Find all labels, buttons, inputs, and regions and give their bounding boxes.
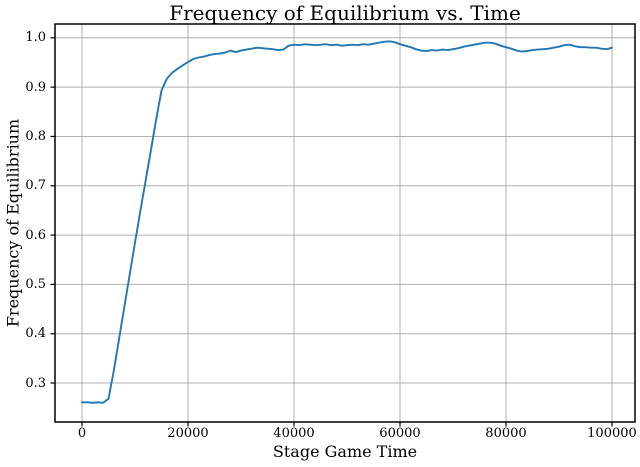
chart-title: Frequency of Equilibrium vs. Time — [169, 1, 521, 25]
x-tick-label: 100000 — [587, 426, 637, 441]
plot-spines — [54, 23, 636, 423]
x-tick-label: 40000 — [273, 426, 315, 441]
y-tick-label: 0.3 — [25, 375, 46, 391]
y-tick-label: 0.9 — [25, 79, 46, 95]
y-tick-label: 0.5 — [25, 276, 46, 292]
x-tick-label: 20000 — [167, 426, 209, 441]
y-tick-label: 0.7 — [25, 178, 46, 194]
y-axis-label: Frequency of Equilibrium — [3, 118, 23, 328]
data-line — [81, 40, 613, 404]
y-tick-label: 0.8 — [25, 128, 46, 144]
x-tick-label: 80000 — [485, 426, 527, 441]
x-tick-label: 60000 — [379, 426, 421, 441]
y-tick-label: 0.4 — [25, 326, 46, 342]
y-tick-label: 0.6 — [25, 227, 46, 243]
y-tick-label: 1.0 — [25, 30, 46, 46]
x-tick-label: 0 — [77, 426, 87, 441]
x-axis-label: Stage Game Time — [272, 442, 418, 461]
